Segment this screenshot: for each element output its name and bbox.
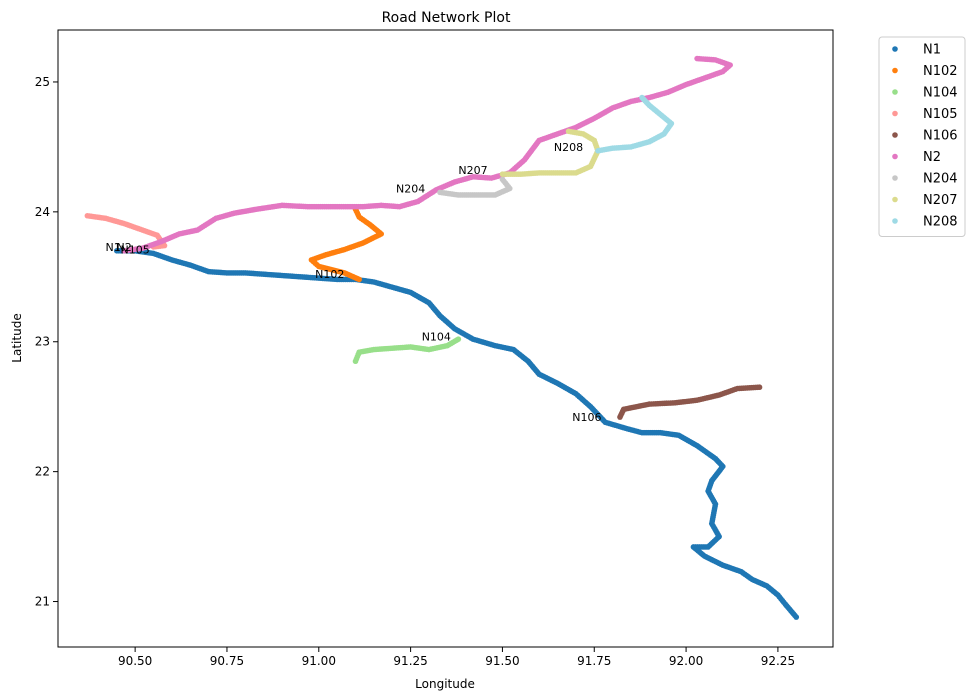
y-axis-label: Latitude (10, 313, 24, 362)
data-points (84, 55, 800, 620)
legend-marker (892, 175, 898, 181)
road-label: N105 (121, 243, 150, 256)
data-point (694, 55, 700, 62)
legend-label: N105 (923, 107, 958, 122)
x-tick-label: 91.00 (302, 654, 336, 668)
series-n104 (352, 336, 462, 365)
x-tick-label: 91.50 (485, 654, 519, 668)
road-label: N106 (572, 411, 601, 424)
data-point (565, 128, 572, 135)
road-label: N2 (116, 241, 131, 254)
data-point (639, 94, 645, 101)
x-tick-label: 92.25 (761, 654, 795, 668)
legend-label: N204 (923, 172, 958, 187)
y-tick-label: 23 (35, 335, 50, 349)
data-point (499, 176, 506, 183)
y-tick-label: 21 (35, 595, 50, 609)
legend-label: N208 (923, 215, 958, 230)
x-tick-label: 92.00 (669, 654, 703, 668)
legend: N1 N102 N104 N105 N106 N2 N204 N207 N208 (878, 36, 966, 237)
road-label: N208 (554, 141, 583, 154)
legend-marker (892, 46, 898, 52)
legend-marker (892, 89, 898, 95)
legend-label: N102 (923, 64, 958, 79)
x-tick-label: 90.75 (210, 654, 244, 668)
series-n106 (617, 384, 763, 420)
x-axis-label: Longitude (415, 677, 475, 691)
legend-label: N106 (923, 129, 958, 144)
data-point (455, 336, 462, 342)
series-n105 (84, 212, 168, 250)
y-tick-label: 24 (35, 205, 50, 219)
series-n207 (499, 128, 601, 177)
road-label: N207 (458, 164, 487, 177)
road-label: N102 (315, 268, 344, 281)
legend-label: N104 (923, 86, 958, 101)
road-label: N1 (105, 241, 120, 254)
road-label: N204 (396, 182, 425, 195)
legend-label: N2 (923, 150, 941, 165)
legend-marker (892, 196, 898, 203)
y-axis-ticks: 21 22 23 24 25 (35, 75, 58, 609)
road-label: N104 (422, 330, 451, 343)
legend-label: N1 (923, 43, 941, 58)
x-axis-ticks: 90.50 90.75 91.00 91.25 91.50 91.75 92.00 92.25 (118, 647, 795, 668)
legend-marker (892, 218, 898, 224)
x-tick-label: 91.75 (577, 654, 611, 668)
x-tick-label: 91.25 (393, 654, 427, 668)
series-n204 (437, 176, 513, 198)
y-tick-label: 22 (35, 465, 50, 479)
y-tick-label: 25 (35, 75, 50, 89)
data-point (756, 384, 763, 391)
legend-marker (892, 67, 898, 74)
x-tick-label: 90.50 (118, 654, 152, 668)
chart-title: Road Network Plot (382, 10, 511, 26)
legend-label: N207 (923, 193, 958, 208)
legend-marker (892, 132, 898, 138)
legend-box (878, 36, 966, 237)
legend-marker (892, 110, 898, 117)
series-n208 (595, 94, 675, 154)
plot-area (57, 29, 834, 648)
data-point (793, 614, 800, 620)
legend-marker (892, 153, 898, 160)
series-n102 (308, 206, 385, 283)
